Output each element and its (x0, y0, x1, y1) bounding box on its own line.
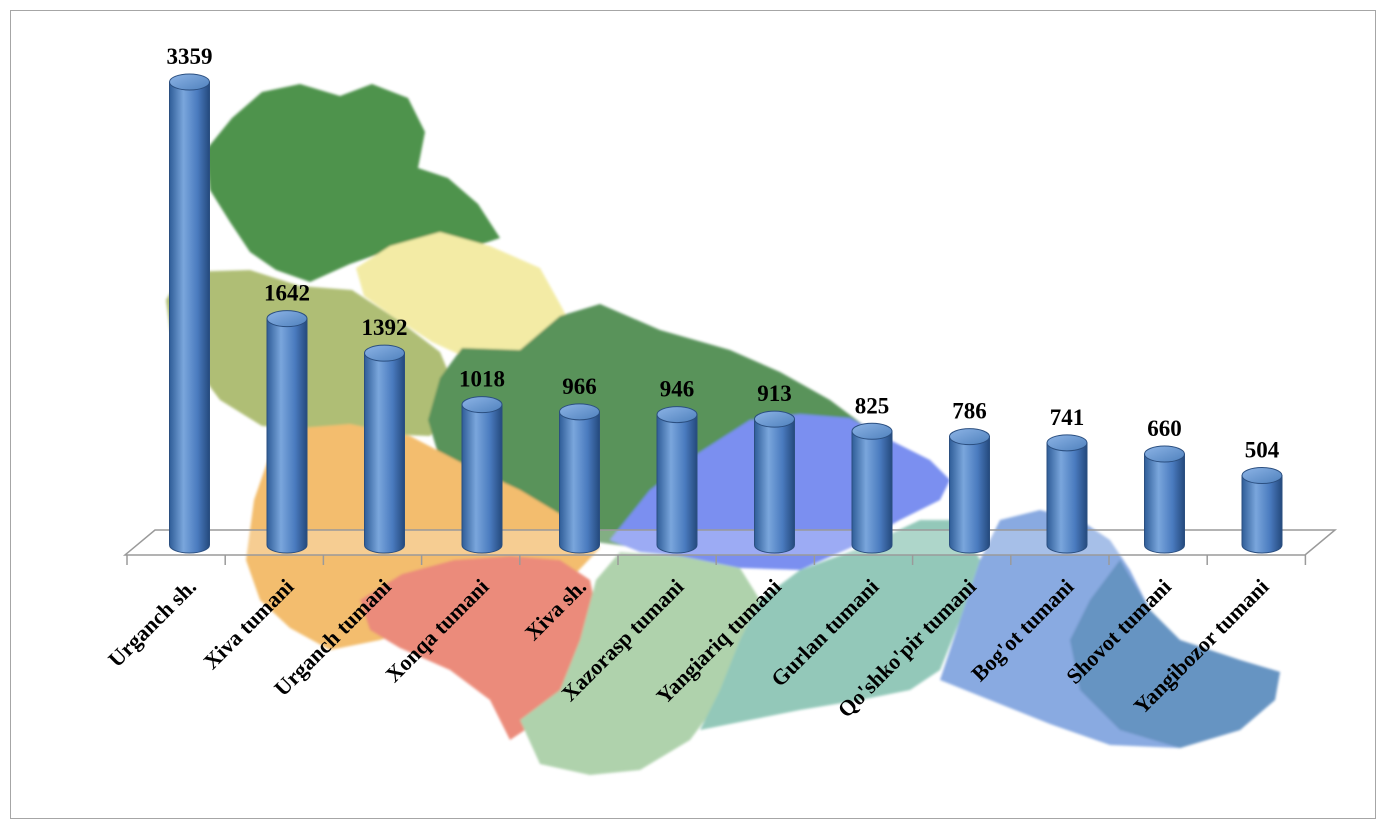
value-label: 913 (757, 381, 792, 406)
bar-body (266, 318, 308, 554)
bar-top (559, 403, 600, 421)
bar-body (169, 81, 210, 554)
bar-top (754, 410, 795, 428)
bar-body (1046, 442, 1088, 554)
bar (754, 410, 795, 554)
bar (169, 73, 210, 554)
bar-top (1241, 467, 1283, 485)
category-label: Urganch sh. (103, 574, 201, 672)
bar-top (461, 396, 503, 414)
value-labels: 3359 1642 1392 1018 966 946 913 825 786 741 660 504 (167, 44, 1280, 463)
map-region-southeast-steel (1070, 560, 1280, 748)
map-region-red (360, 556, 598, 740)
value-label: 946 (660, 377, 695, 402)
bar (851, 422, 893, 554)
background-map (166, 84, 1280, 775)
bar (559, 403, 600, 554)
bar-body (949, 436, 990, 554)
bar (461, 396, 503, 554)
value-label: 966 (562, 374, 597, 399)
map-region-light-green (520, 552, 760, 775)
bar-body (1241, 475, 1283, 554)
chart-floor (122, 529, 1338, 565)
bar-body (851, 430, 893, 554)
bar-top (266, 310, 308, 328)
bar-top (656, 406, 698, 424)
map-region-north (206, 84, 500, 282)
bar (656, 406, 698, 554)
value-label: 825 (855, 393, 890, 418)
x-axis-ticks (126, 555, 1307, 565)
bar (1046, 434, 1088, 554)
bar-body (754, 418, 795, 554)
value-label: 1642 (264, 281, 310, 306)
bars (169, 73, 1283, 554)
value-label: 1392 (362, 315, 408, 340)
bar-top (364, 344, 405, 362)
value-label: 1018 (459, 367, 505, 392)
bar-body (656, 414, 698, 554)
bar-top (169, 73, 210, 91)
bar (1241, 467, 1283, 554)
bar-top (1144, 445, 1185, 463)
bar (266, 310, 308, 554)
category-label: Xiva tumani (198, 574, 298, 674)
bar-body (1144, 453, 1185, 554)
bar (364, 344, 405, 554)
bar-body (559, 411, 600, 554)
bar-top (1046, 434, 1088, 452)
value-label: 786 (952, 399, 987, 424)
bar-body (364, 352, 405, 554)
map-region-teal (700, 520, 980, 730)
bar-top (949, 428, 990, 446)
bar-top (851, 422, 893, 440)
bar (949, 428, 990, 554)
bar (1144, 445, 1185, 554)
value-label: 741 (1050, 405, 1085, 430)
floor-plane (122, 529, 1338, 556)
value-label: 504 (1245, 438, 1280, 463)
bar-body (461, 404, 503, 554)
value-label: 660 (1147, 416, 1182, 441)
value-label: 3359 (167, 44, 213, 69)
